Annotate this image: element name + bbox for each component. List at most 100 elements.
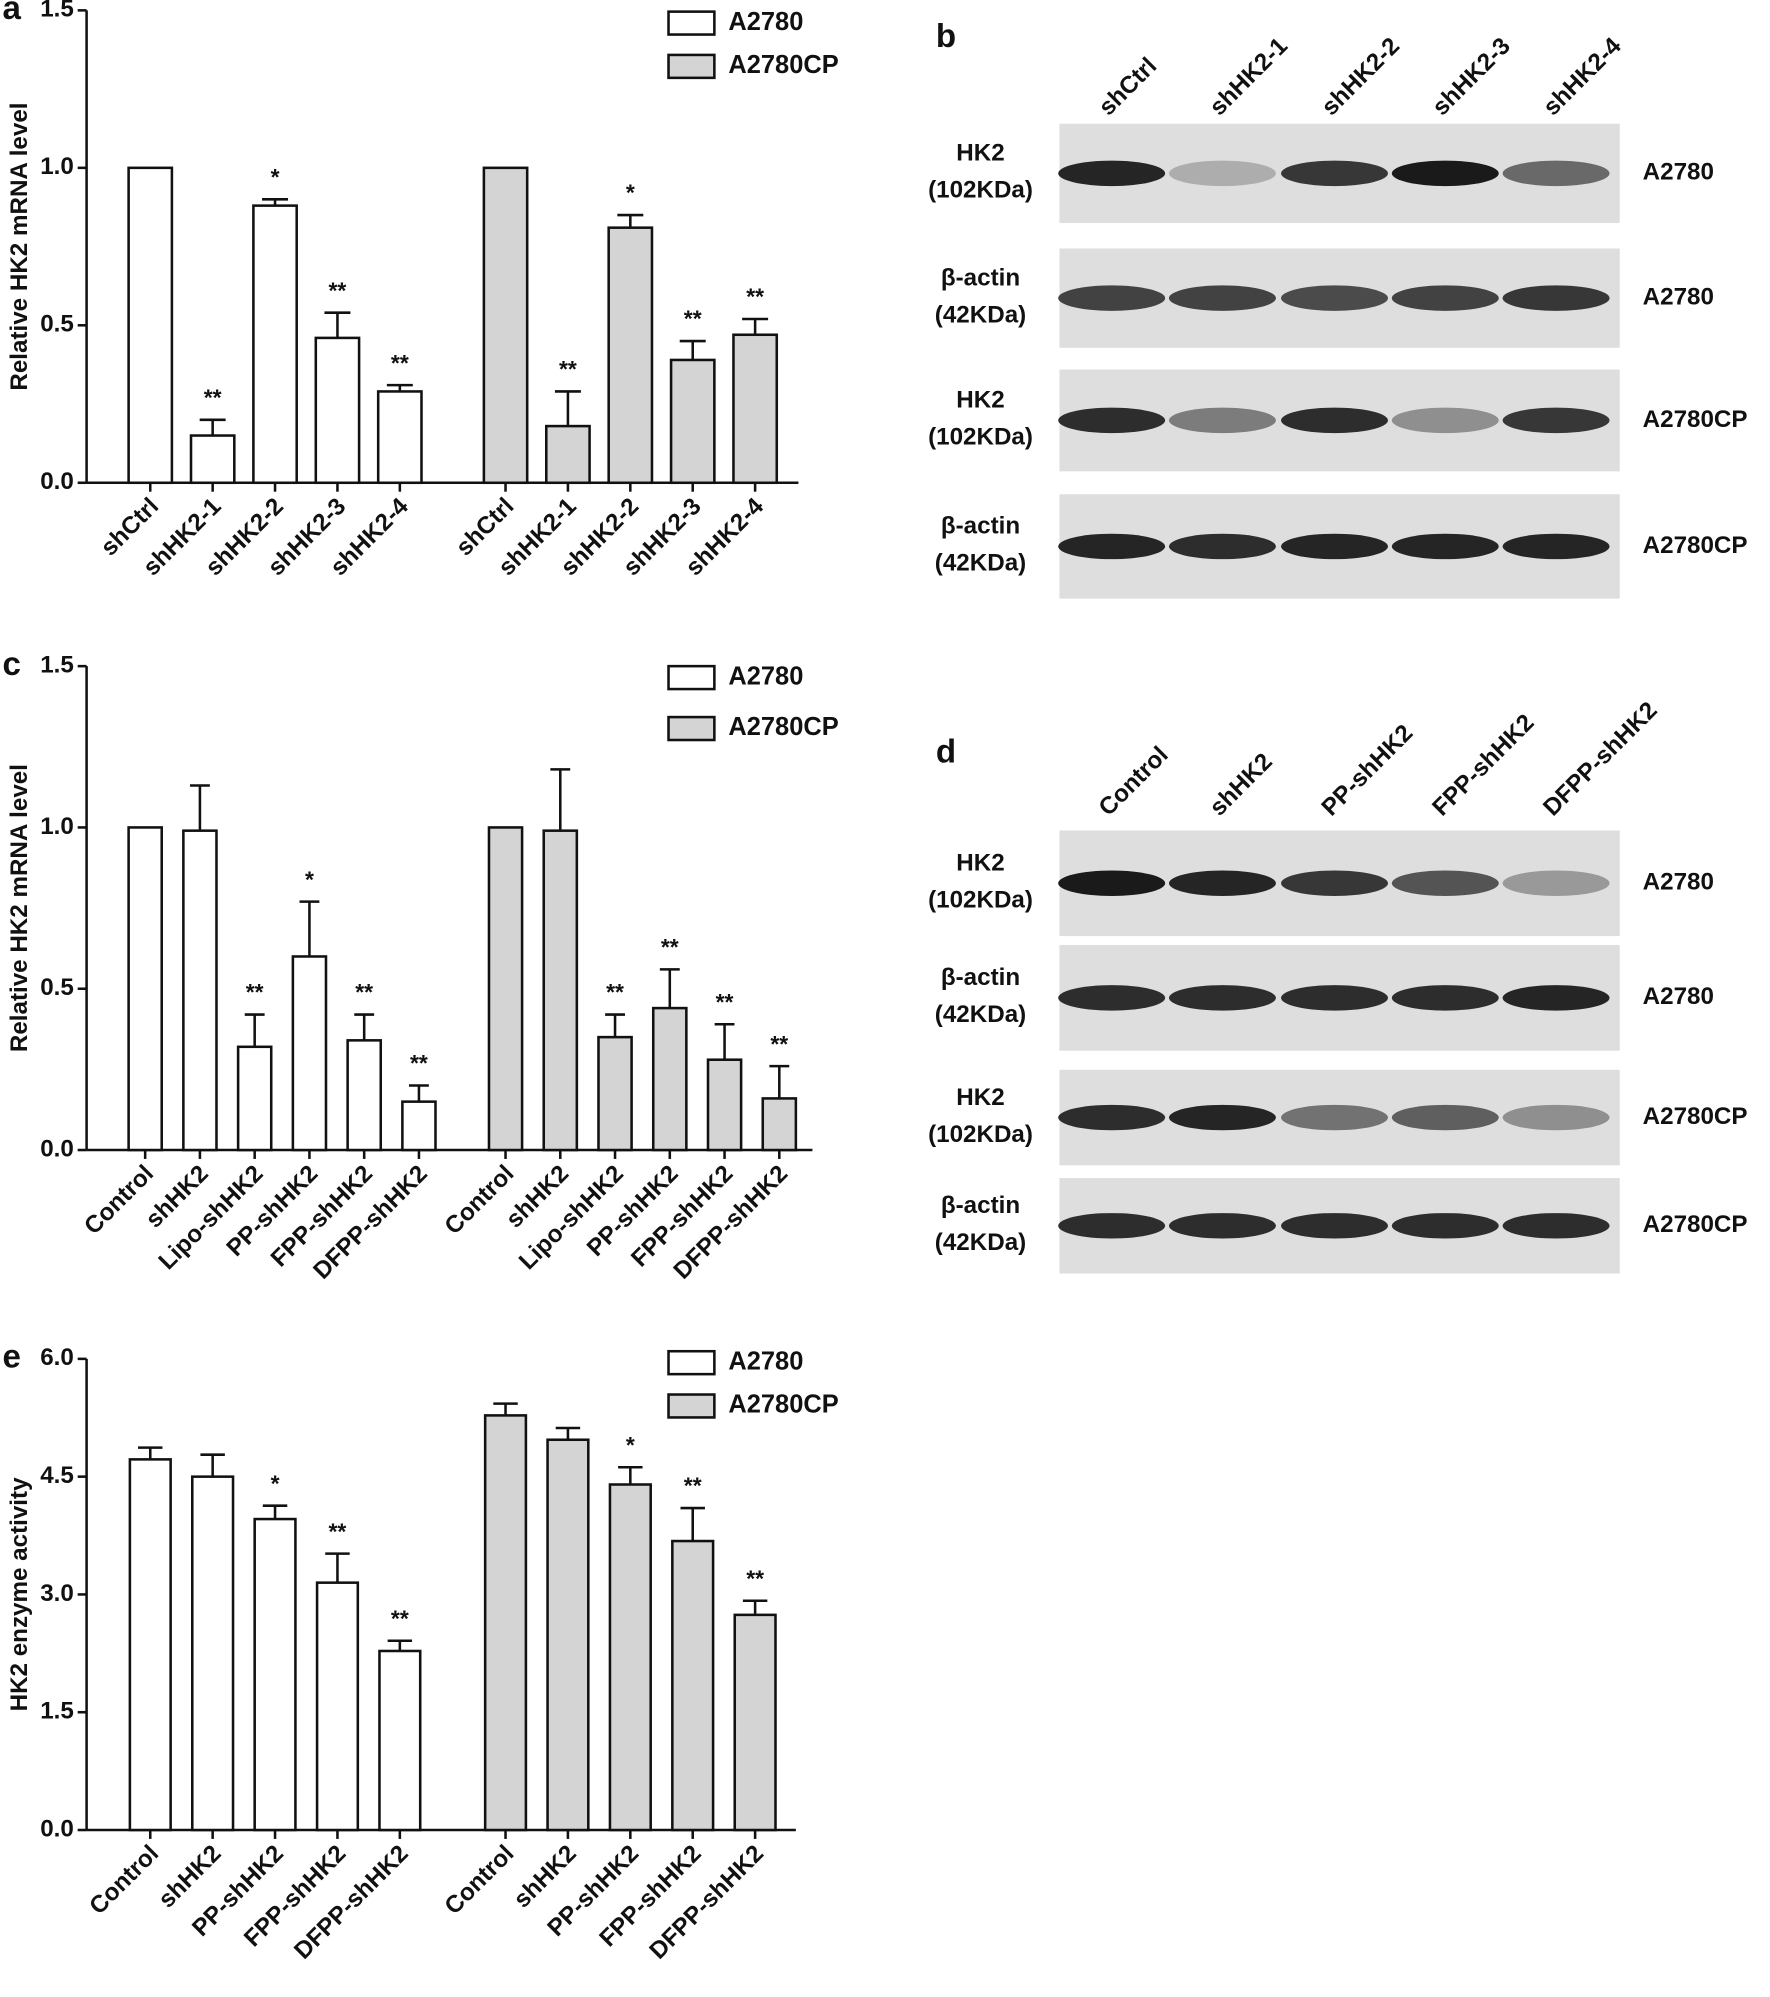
band (1281, 285, 1388, 311)
size-label: (42KDa) (935, 301, 1026, 328)
panel-label: d (936, 734, 956, 771)
y-tick-label: 1.5 (40, 0, 74, 23)
legend-swatch (667, 664, 716, 691)
significance-label: * (271, 164, 280, 190)
band (1391, 1213, 1499, 1239)
y-axis-label: Relative HK2 mRNA level (6, 764, 33, 1052)
bar (487, 826, 524, 1152)
bar (482, 166, 529, 485)
panel-label: a (3, 0, 22, 27)
bar (732, 333, 779, 485)
protein-label: β-actin (941, 964, 1020, 991)
band (1168, 160, 1276, 187)
significance-label: ** (746, 1565, 764, 1591)
bar (669, 358, 716, 485)
band (1391, 160, 1499, 187)
band (1391, 1104, 1499, 1131)
band (1058, 160, 1166, 187)
band (1168, 985, 1276, 1011)
band (1391, 533, 1499, 560)
band (1168, 533, 1276, 560)
significance-label: ** (716, 989, 734, 1015)
significance-label: ** (606, 979, 624, 1005)
band (1281, 533, 1388, 560)
significance-label: * (626, 180, 635, 206)
band (1502, 407, 1610, 434)
bar (346, 1039, 383, 1152)
band (1502, 285, 1610, 311)
size-label: (42KDa) (935, 550, 1026, 577)
band (1058, 407, 1166, 434)
legend-swatch (667, 1393, 716, 1419)
band (1502, 160, 1610, 187)
cell-line-label: A2780 (1643, 983, 1714, 1010)
band (1058, 1104, 1166, 1131)
bar (253, 1517, 297, 1832)
bar (128, 1458, 172, 1832)
protein-label: HK2 (956, 1084, 1004, 1111)
band (1168, 1213, 1276, 1239)
band (1391, 407, 1499, 434)
legend-swatch (667, 1349, 716, 1376)
lane-label: shHK2 (1204, 748, 1277, 821)
y-tick-label: 1.5 (40, 652, 74, 679)
y-axis-label: Relative HK2 mRNA level (6, 103, 33, 391)
bar (545, 424, 591, 485)
significance-label: ** (391, 1605, 409, 1631)
band (1058, 533, 1166, 560)
size-label: (42KDa) (935, 1229, 1026, 1256)
band (1058, 985, 1166, 1011)
bar (607, 226, 654, 485)
bar (182, 829, 218, 1152)
bar (651, 1006, 688, 1152)
band (1168, 407, 1276, 434)
significance-label: ** (204, 384, 222, 410)
band (1502, 870, 1610, 896)
significance-label: ** (684, 306, 702, 332)
band (1058, 870, 1166, 896)
size-label: (102KDa) (928, 886, 1033, 913)
y-tick-label: 0.0 (40, 1135, 74, 1162)
lane-label: FPP-shHK2 (1427, 709, 1539, 821)
band (1058, 1213, 1166, 1239)
band (1168, 870, 1276, 896)
y-tick-label: 1.0 (40, 153, 74, 180)
cell-line-label: A2780CP (1643, 532, 1748, 559)
band (1281, 160, 1388, 187)
panel-label: e (3, 1339, 21, 1376)
bar (483, 1414, 528, 1832)
y-tick-label: 1.0 (40, 813, 74, 840)
x-tick-label: Control (79, 1160, 159, 1240)
bar (706, 1058, 743, 1152)
significance-label: ** (746, 284, 764, 310)
size-label: (42KDa) (935, 1001, 1026, 1028)
lane-label: shCtrl (1094, 52, 1163, 121)
band (1058, 285, 1166, 311)
bar (546, 1438, 590, 1832)
band (1502, 985, 1610, 1011)
bar (236, 1045, 273, 1152)
band (1502, 1213, 1610, 1239)
protein-label: β-actin (941, 513, 1020, 540)
protein-label: HK2 (956, 140, 1004, 167)
band (1281, 1213, 1388, 1239)
panel-label: c (3, 646, 21, 683)
band (1391, 985, 1499, 1011)
y-tick-label: 1.5 (40, 1698, 74, 1725)
y-tick-label: 6.0 (40, 1344, 74, 1371)
size-label: (102KDa) (928, 1121, 1033, 1148)
legend-swatch (667, 53, 716, 80)
significance-label: * (305, 866, 314, 892)
significance-label: ** (661, 934, 679, 960)
bar (291, 955, 328, 1152)
y-tick-label: 0.0 (40, 1815, 74, 1842)
size-label: (102KDa) (928, 424, 1033, 451)
bar (597, 1035, 633, 1152)
significance-label: * (271, 1470, 280, 1496)
y-tick-label: 3.0 (40, 1580, 74, 1607)
bar (189, 434, 236, 485)
significance-label: ** (684, 1473, 702, 1499)
significance-label: ** (329, 1518, 347, 1544)
bar (671, 1539, 715, 1832)
y-tick-label: 4.5 (40, 1462, 74, 1489)
